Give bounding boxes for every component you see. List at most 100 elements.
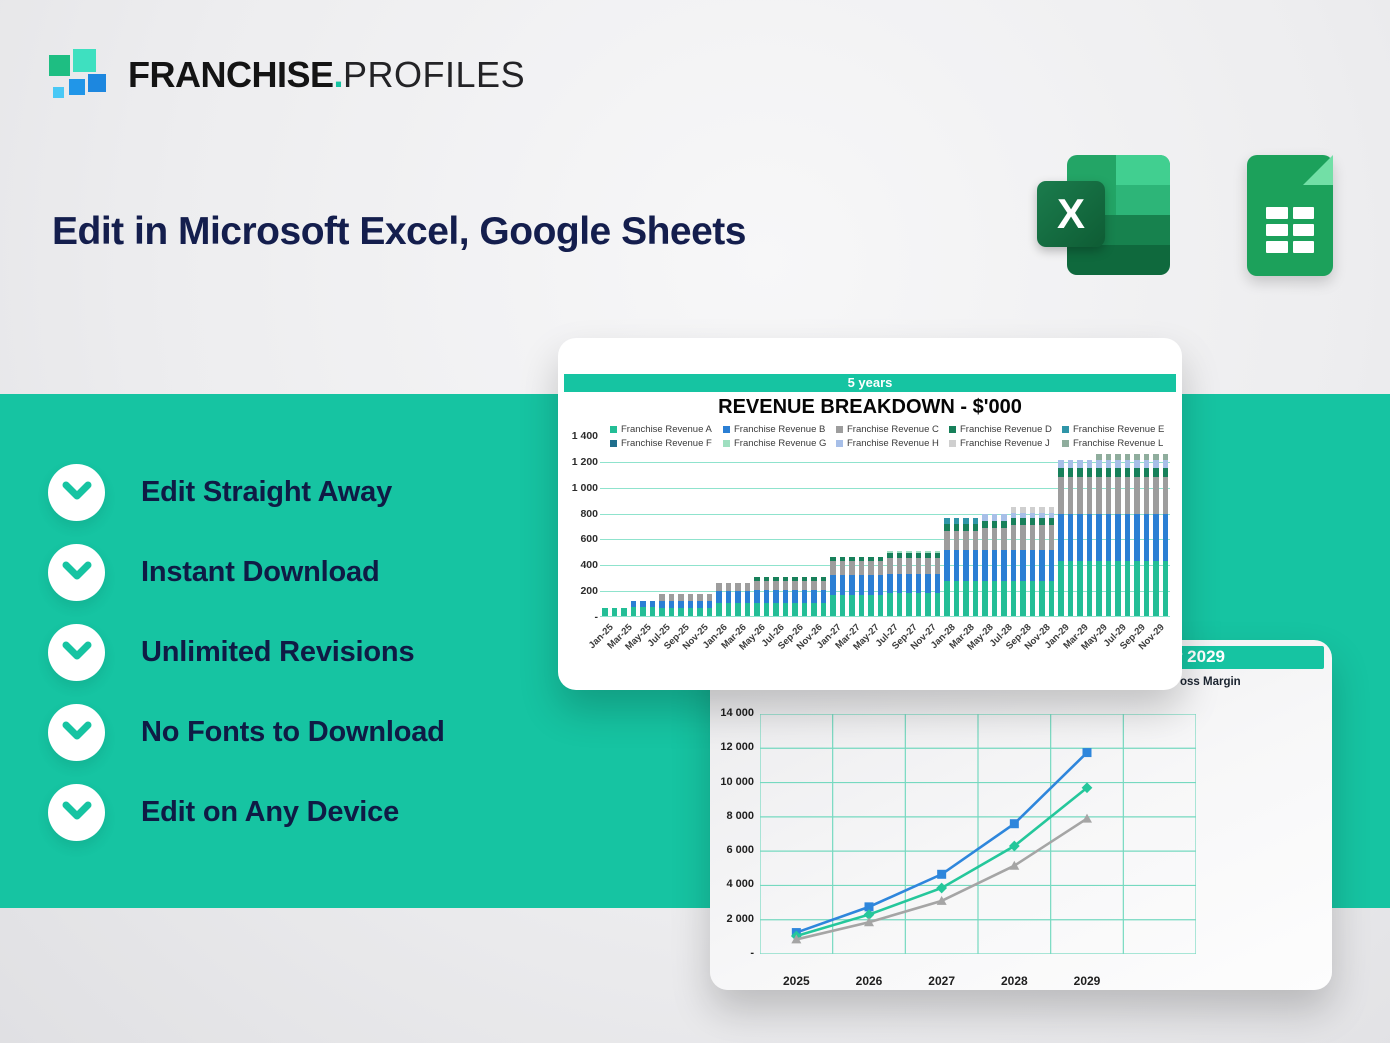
gray-series-marker <box>791 934 802 944</box>
stacked-bar <box>1162 454 1168 616</box>
stacked-bar <box>792 577 798 616</box>
x-tick-label: 2025 <box>782 974 810 988</box>
stacked-bar <box>858 557 864 616</box>
sheets-grid-icon <box>1266 207 1314 253</box>
stacked-bar <box>839 557 845 616</box>
y-tick-label: 2 000 <box>726 912 754 925</box>
stacked-bar <box>1020 506 1026 616</box>
gridline <box>600 565 1170 567</box>
stacked-bar <box>611 608 617 616</box>
stacked-bar <box>906 550 912 616</box>
stacked-bar <box>963 518 969 616</box>
stacked-bar <box>972 518 978 616</box>
y-tick-label: 4 000 <box>726 878 754 891</box>
stacked-bar <box>982 513 988 616</box>
y-tick-label: 800 <box>580 507 598 520</box>
stacked-bar <box>1010 506 1016 616</box>
logo-square-teal <box>73 49 96 72</box>
stacked-bar <box>811 577 817 616</box>
feature-label: Edit on Any Device <box>141 795 399 828</box>
gray-series-line <box>796 817 1088 941</box>
stacked-bar <box>925 550 931 616</box>
stacked-bar <box>1124 454 1130 616</box>
teal-series-marker <box>936 882 948 894</box>
stacked-bar <box>820 577 826 616</box>
stacked-bar <box>1058 460 1064 616</box>
stacked-bar <box>621 608 627 616</box>
legend-item: Franchise Revenue B <box>723 422 836 436</box>
legend-swatch-icon <box>723 439 730 447</box>
feature-list: Edit Straight Away Instant Download Unlimi… <box>48 463 445 864</box>
brand-dot: . <box>333 54 344 95</box>
stacked-bar <box>849 557 855 616</box>
feature-item-5: Edit on Any Device <box>48 783 445 841</box>
stacked-bar <box>944 518 950 616</box>
feature-item-1: Edit Straight Away <box>48 463 445 521</box>
gridline <box>600 513 1170 515</box>
chevron-down-icon <box>48 463 105 521</box>
stacked-bar <box>678 594 684 616</box>
stacked-bar <box>659 594 665 616</box>
stacked-bar <box>915 550 921 616</box>
x-tick-label: 2029 <box>1073 974 1101 988</box>
legend-swatch-icon <box>723 425 730 433</box>
stacked-bar <box>649 601 655 616</box>
legend-item: Franchise Revenue F <box>610 436 723 450</box>
legend-swatch-icon <box>1062 439 1069 447</box>
legend-item: Franchise Revenue E <box>1062 422 1175 436</box>
page-title: Edit in Microsoft Excel, Google Sheets <box>52 210 746 253</box>
blue-series-marker <box>1009 819 1019 829</box>
bar-chart-title: REVENUE BREAKDOWN - $'000 <box>718 396 1022 418</box>
stacked-bar <box>801 577 807 616</box>
x-tick-label: 2027 <box>928 974 955 988</box>
legend-item: Franchise Revenue G <box>723 436 836 450</box>
x-tick-label: 2028 <box>1000 974 1028 988</box>
stacked-bar <box>1048 506 1054 616</box>
bar-chart-legend: Franchise Revenue A Franchise Revenue B Fr… <box>610 422 1176 450</box>
stacked-bar <box>868 557 874 616</box>
y-tick-label: 12 000 <box>720 741 754 754</box>
y-tick-label: 1 400 <box>571 430 598 442</box>
gridline <box>600 591 1170 593</box>
blue-series-marker <box>864 902 874 912</box>
teal-series-line <box>795 786 1088 938</box>
stacked-bar <box>887 550 893 616</box>
brand-logo-icon <box>44 46 112 104</box>
stacked-bar <box>1153 454 1159 616</box>
teal-series-marker <box>1008 840 1020 852</box>
stacked-bar <box>706 594 712 616</box>
gray-series-marker <box>936 895 947 905</box>
stacked-bar <box>773 577 779 616</box>
chevron-down-icon <box>48 623 105 681</box>
y-tick-label: 8 000 <box>726 809 754 822</box>
legend-item: Franchise Revenue C <box>836 422 949 436</box>
stacked-bar <box>687 594 693 616</box>
chevron-down-icon <box>48 783 105 841</box>
legend-swatch-icon <box>610 439 617 447</box>
google-sheets-icon <box>1247 155 1333 276</box>
y-tick-label: 14 000 <box>720 707 754 719</box>
stacked-bar <box>668 594 674 616</box>
y-tick-label: - <box>594 611 599 623</box>
logo-square-green <box>49 55 70 76</box>
legend-swatch-icon <box>1062 425 1069 433</box>
stacked-bar <box>991 513 997 616</box>
feature-label: Instant Download <box>141 555 380 588</box>
logo-square-blue <box>88 74 106 92</box>
stacked-bar <box>754 577 760 616</box>
logo-square-blue-2 <box>69 79 85 95</box>
blue-series-marker <box>1082 748 1092 758</box>
gray-series-marker <box>1082 813 1092 823</box>
stacked-bar <box>1001 513 1007 616</box>
gray-series-marker <box>1009 860 1020 870</box>
feature-item-4: No Fonts to Download <box>48 703 445 761</box>
revenue-chart-plot <box>600 436 1170 617</box>
stacked-bar <box>953 518 959 616</box>
legend-item: Franchise Revenue D <box>949 422 1062 436</box>
stacked-bar <box>735 583 741 616</box>
stacked-bar <box>1143 454 1149 616</box>
stacked-bar <box>602 608 608 616</box>
stacked-bar <box>934 550 940 616</box>
blue-series-marker <box>937 869 947 879</box>
stacked-bar <box>1115 454 1121 616</box>
